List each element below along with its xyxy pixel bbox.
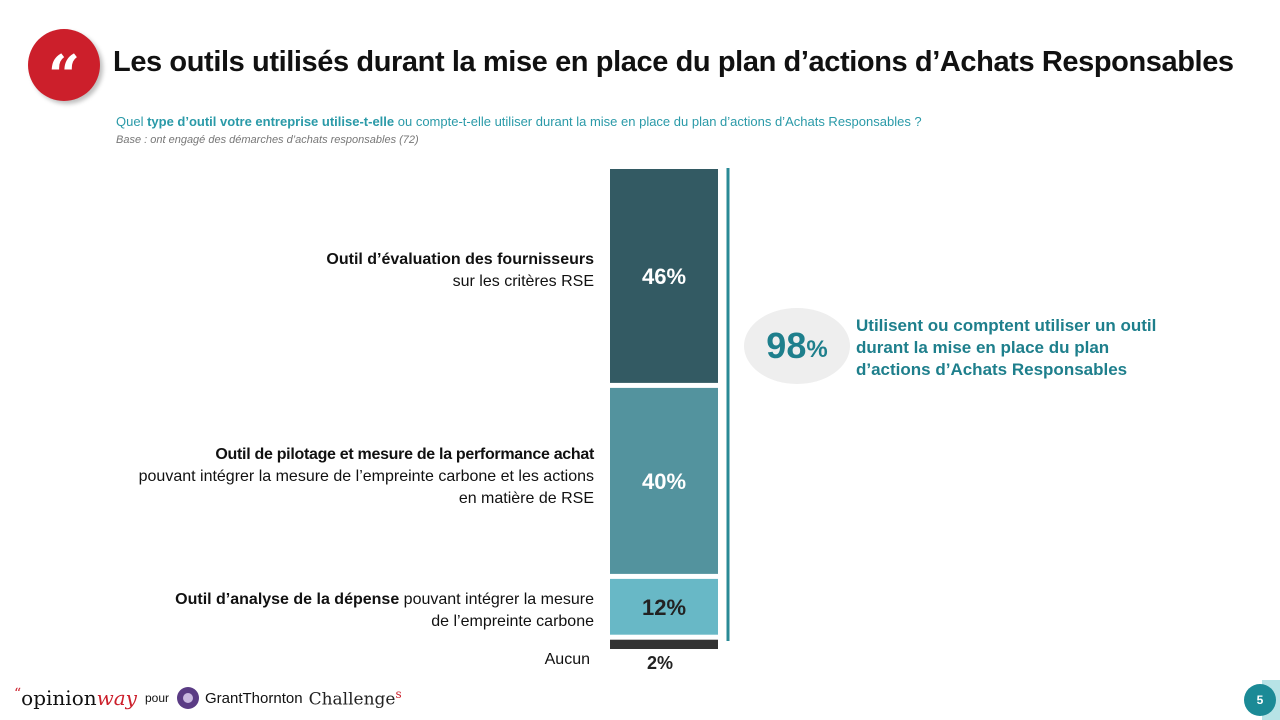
bar-segment-3 (610, 578, 718, 635)
footer-pour: pour (144, 691, 169, 705)
footer-brand: “opinionway pour GrantThornton Challenge… (14, 686, 402, 710)
category-label-1-bold: Outil d’évaluation des fournisseurs (326, 251, 594, 268)
bar-value-label-1: 46% (642, 264, 686, 289)
bar-value-label-4: 2% (647, 653, 673, 673)
page-title: Les outils utilisés durant la mise en pl… (113, 46, 1234, 78)
opinionway-logo: “opinionway (14, 686, 137, 710)
bar-segment-2 (610, 387, 718, 574)
category-label-3-bold: Outil d’analyse de la dépense (175, 591, 400, 608)
question-bold: type d’outil votre entreprise utilise-t-… (147, 114, 395, 129)
category-label-1: Outil d’évaluation des fournisseurs sur … (134, 249, 594, 293)
grant-thornton-logo: GrantThornton (205, 689, 303, 707)
category-label-4: Aucun (390, 649, 590, 671)
kpi-value: 98 (766, 325, 807, 366)
grant-thornton-icon (177, 687, 199, 709)
bar-value-label-2: 40% (642, 469, 686, 494)
bar-group: 46% 40% 12% 2% (610, 169, 718, 673)
survey-question: Quel type d’outil votre entreprise utili… (116, 114, 922, 129)
category-label-1-rest: sur les critères RSE (452, 273, 594, 290)
quote-logo-icon: “ (28, 29, 100, 104)
bar-segment-4 (610, 639, 718, 649)
category-label-3: Outil d’analyse de la dépense pouvant in… (174, 589, 594, 633)
question-post: ou compte-t-elle utiliser durant la mise… (394, 114, 922, 129)
question-pre: Quel (116, 114, 148, 129)
kpi-circle: 98% (744, 308, 850, 384)
survey-base: Base : ont engagé des démarches d’achats… (116, 134, 419, 146)
category-label-2: Outil de pilotage et mesure de la perfor… (134, 444, 595, 510)
category-label-3-rest: pouvant intégrer la mesure de l’empreint… (399, 591, 594, 630)
bar-value-label-3: 12% (642, 595, 686, 620)
category-label-4-rest: Aucun (544, 651, 590, 668)
category-label-2-bold: Outil de pilotage et mesure de la perfor… (215, 446, 594, 463)
kpi-unit: % (806, 336, 828, 363)
kpi-description: Utilisent ou comptent utiliser un outil … (856, 316, 1157, 379)
challenges-logo: Challenges (308, 686, 402, 710)
bar-segment-1 (610, 169, 718, 383)
category-label-2-rest: pouvant intégrer la mesure de l’empreint… (138, 468, 594, 507)
page-number: 5 (1244, 684, 1276, 716)
